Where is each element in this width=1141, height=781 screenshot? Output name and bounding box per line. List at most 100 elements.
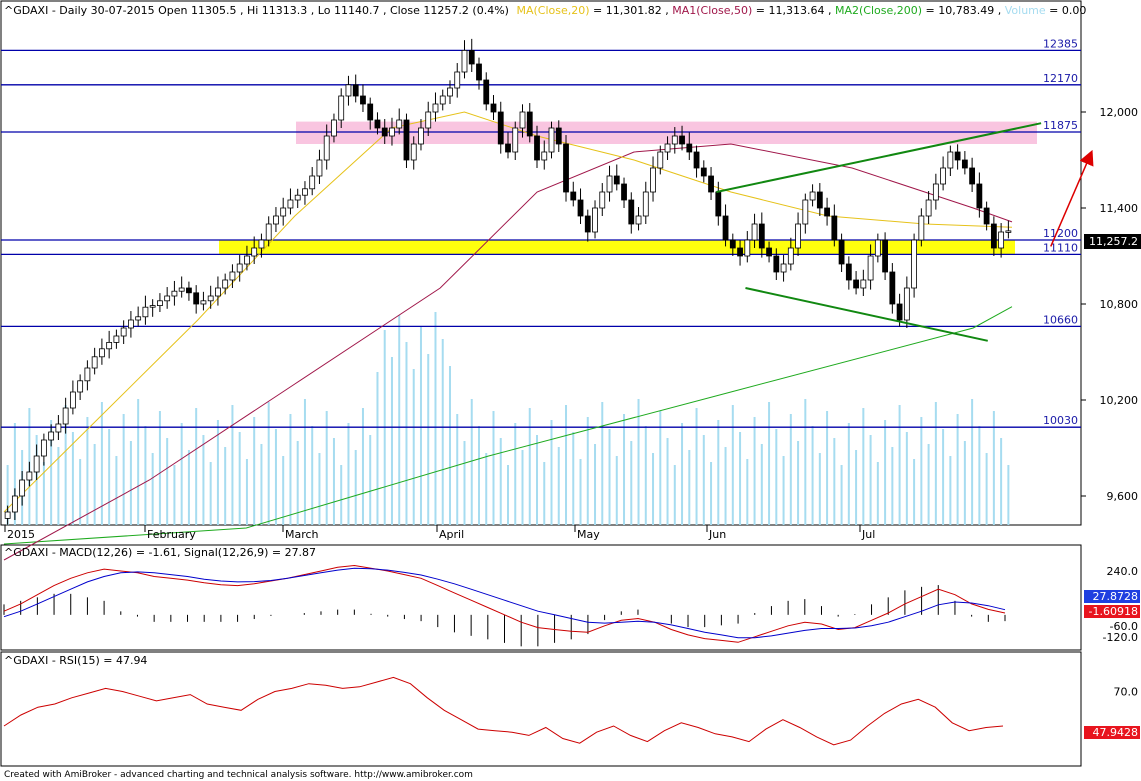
volume-bar	[390, 357, 393, 525]
date-tick-label: 2015	[7, 528, 35, 541]
volume-bar	[64, 405, 67, 525]
candle-body	[207, 295, 214, 302]
candle-body	[98, 348, 105, 358]
candle-body	[113, 335, 120, 343]
price-header: ^GDAXI - Daily 30-07-2015 Open 11305.5 ,…	[4, 4, 1086, 17]
candle-body	[352, 84, 359, 97]
candle-body	[26, 471, 33, 481]
volume-bar	[231, 405, 234, 525]
volume-bar	[579, 459, 582, 525]
candle-body	[715, 191, 722, 217]
candle-body	[976, 183, 983, 209]
volume-bar	[565, 405, 568, 525]
volume-bar	[1007, 465, 1010, 525]
candle-body	[795, 223, 801, 249]
volume-bar	[760, 444, 763, 525]
candle-body	[367, 103, 374, 121]
header-change: (0.4%)	[472, 4, 509, 17]
volume-bar	[115, 456, 118, 525]
header-close: 11257.2	[423, 4, 469, 17]
level-label: 11110	[1043, 241, 1078, 254]
volume-bar	[376, 372, 379, 525]
volume-bar	[507, 465, 509, 525]
candle-body	[381, 127, 388, 137]
candle-body	[483, 79, 490, 105]
candle-body	[171, 290, 178, 297]
candle-body	[606, 175, 613, 193]
macd-panel-frame	[0, 544, 1082, 651]
candle-body	[657, 151, 664, 169]
date-tick-label: April	[439, 528, 464, 541]
volume-bar	[187, 450, 190, 525]
volume-bar	[927, 444, 930, 525]
volume-bar	[274, 429, 277, 525]
volume-bar	[173, 465, 176, 525]
volume-bar	[347, 423, 350, 525]
candle-body	[534, 135, 540, 161]
volume-bar	[318, 453, 321, 525]
candle-body	[244, 255, 250, 265]
volume-bar	[354, 450, 357, 525]
candle-body	[563, 143, 569, 193]
header-hi: 11313.3	[262, 4, 308, 17]
volume-bar	[238, 432, 241, 525]
zone-support	[219, 240, 1015, 255]
candle-body	[831, 215, 838, 241]
macd-header-text: ^GDAXI - MACD(12,26) = -1.61, Signal(12,…	[4, 546, 316, 559]
date-tick-label: February	[147, 528, 196, 541]
candle-body	[860, 279, 867, 289]
volume-bar	[129, 441, 132, 525]
rsi-tick-label: 70.0	[1114, 686, 1139, 699]
volume-bar	[202, 435, 205, 525]
volume-bar	[724, 447, 727, 525]
volume-bar	[405, 342, 408, 525]
volume-bar	[934, 402, 937, 525]
volume-bar	[833, 438, 836, 525]
rsi-line	[3, 676, 1004, 746]
candle-body	[903, 287, 910, 321]
candle-body	[708, 175, 714, 193]
candle-body	[178, 287, 185, 292]
candle-body	[287, 199, 294, 209]
volume-bar	[144, 426, 147, 525]
candle-body	[664, 143, 671, 153]
header-ma20-value: 11,301.82	[606, 4, 662, 17]
candle-body	[193, 292, 200, 305]
price-tick-label: 11,400	[1100, 202, 1139, 215]
candle-body	[55, 423, 62, 433]
candle-body	[874, 239, 881, 257]
candle-body	[439, 95, 446, 105]
candle-body	[40, 439, 47, 457]
volume-bar	[463, 441, 466, 525]
target-arrow	[1050, 149, 1094, 247]
candle-body	[512, 127, 519, 153]
candle-body	[19, 479, 26, 497]
candle-body	[780, 263, 787, 273]
candle-body	[548, 127, 555, 153]
volume-bar	[412, 369, 415, 525]
signal-tag-bg	[1084, 590, 1140, 603]
price-tick-label: 9,600	[1107, 490, 1139, 503]
volume-bar	[768, 402, 771, 525]
candle-body	[273, 215, 279, 225]
volume-bar	[224, 447, 227, 525]
volume-bar	[608, 429, 611, 525]
volume-bar	[253, 417, 256, 525]
level-label: 12385	[1043, 37, 1078, 50]
volume-bar	[311, 426, 314, 525]
candle-body	[120, 327, 127, 337]
trend-lines	[716, 122, 1094, 342]
volume-bar	[499, 438, 502, 525]
volume-bar	[913, 459, 916, 525]
candle-body	[389, 127, 395, 137]
candle-body	[940, 167, 947, 185]
candle-body	[577, 199, 584, 217]
volume-bar	[985, 453, 988, 525]
candle-body	[215, 287, 221, 297]
candle-body	[106, 341, 113, 350]
volume-bar	[876, 462, 879, 525]
volume-bar	[325, 411, 328, 525]
volume-bar	[594, 444, 597, 525]
candle-body	[265, 223, 272, 241]
